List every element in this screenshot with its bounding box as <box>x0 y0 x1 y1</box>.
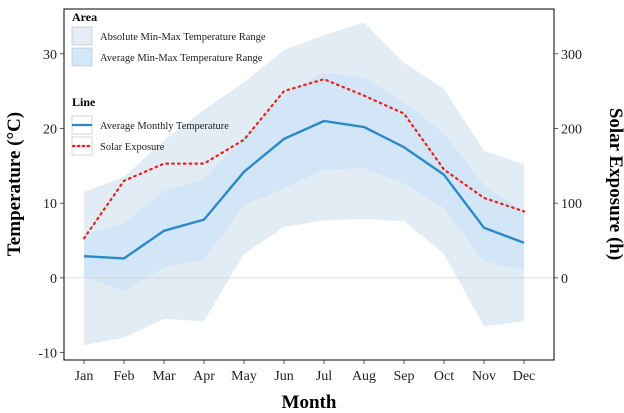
legend-absolute-range-swatch <box>71 26 93 46</box>
x-axis-title: Month <box>282 392 337 413</box>
y-tick-label-0: 0 <box>50 272 57 287</box>
y-tick-label--10: -10 <box>38 347 57 362</box>
y-axis-left: -10 0 10 20 30 <box>38 48 64 362</box>
y2-tick-label-300: 300 <box>561 48 582 63</box>
x-tick-label-sep: Sep <box>394 369 415 384</box>
legend-area-title: Area <box>72 10 97 24</box>
legend: Area Absolute Min-Max Temperature Range … <box>71 10 266 156</box>
legend-average-range-swatch <box>71 47 93 67</box>
x-tick-label-jun: Jun <box>274 369 293 384</box>
y-tick-label-10: 10 <box>43 197 57 212</box>
y-axis-right: 0 100 200 300 <box>554 48 582 287</box>
avg-temperature-line <box>83 119 525 260</box>
x-tick-label-apr: Apr <box>193 369 215 384</box>
x-tick-label-jan: Jan <box>75 369 94 384</box>
x-axis: Jan Feb Mar Apr May Jun Jul Aug Sep Oct Nov Dec <box>75 360 536 384</box>
x-tick-label-may: May <box>231 369 257 384</box>
band-absolute-min-max-temperature-range <box>84 22 524 346</box>
x-tick-label-dec: Dec <box>513 369 536 384</box>
x-tick-label-feb: Feb <box>114 369 135 384</box>
x-tick-label-jul: Jul <box>316 369 332 384</box>
y2-tick-label-200: 200 <box>561 122 582 137</box>
x-tick-label-aug: Aug <box>352 369 376 384</box>
lines-layer <box>82 78 526 260</box>
x-tick-label-oct: Oct <box>434 369 454 384</box>
y2-tick-label-0: 0 <box>561 272 568 287</box>
y-axis-title: Temperature (°C) <box>4 112 25 256</box>
y2-axis-title: Solar Exposure (h) <box>605 108 624 260</box>
x-tick-label-nov: Nov <box>472 369 496 384</box>
plot-panel-border <box>63 8 555 361</box>
legend-average-range-label: Average Min-Max Temperature Range <box>100 53 263 64</box>
y-tick-label-30: 30 <box>43 48 57 63</box>
y2-tick-label-100: 100 <box>561 197 582 212</box>
legend-line-title: Line <box>72 95 96 109</box>
bands-layer <box>84 22 524 346</box>
band-average-min-max-temperature-range <box>84 72 524 292</box>
legend-avg-temp-label: Average Monthly Temperature <box>100 121 229 132</box>
legend-absolute-range-label: Absolute Min-Max Temperature Range <box>100 32 266 43</box>
solar-exposure-line <box>82 78 526 240</box>
legend-solar-label: Solar Exposure <box>100 142 165 153</box>
y-tick-label-20: 20 <box>43 122 57 137</box>
x-tick-label-mar: Mar <box>152 369 176 384</box>
